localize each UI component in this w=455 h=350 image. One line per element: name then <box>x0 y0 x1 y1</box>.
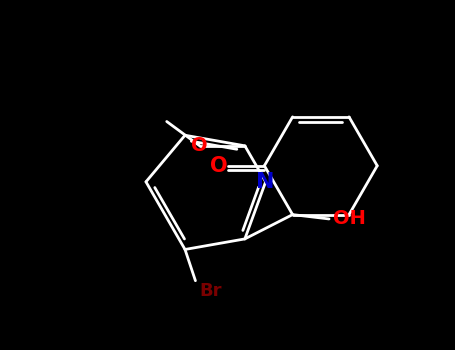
Text: O: O <box>210 156 228 176</box>
Text: Br: Br <box>199 282 222 300</box>
Text: O: O <box>192 136 208 155</box>
Text: N: N <box>256 172 275 192</box>
Text: OH: OH <box>333 209 365 229</box>
